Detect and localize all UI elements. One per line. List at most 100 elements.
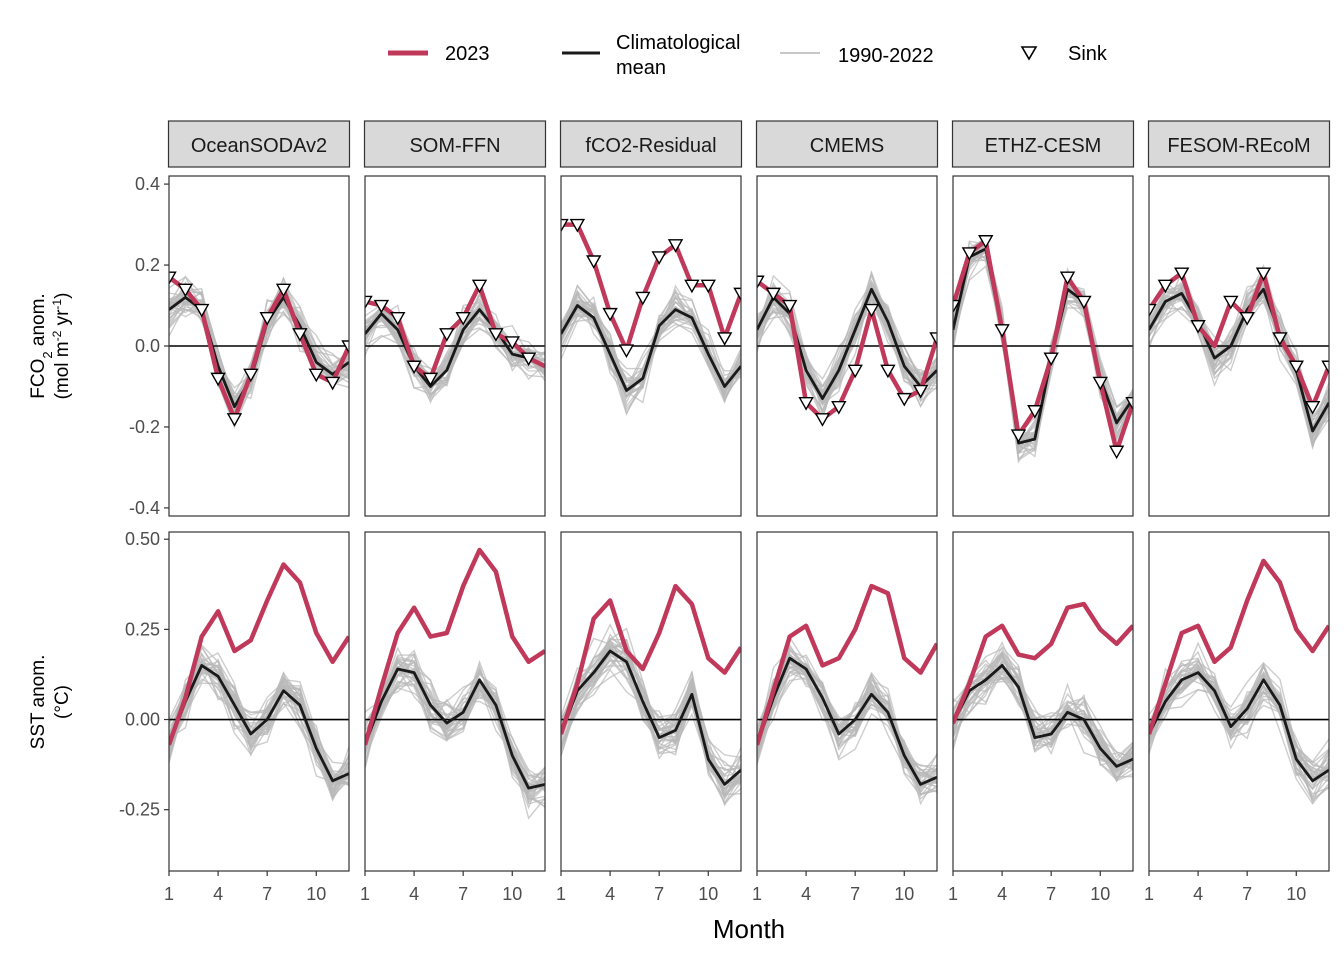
sst-panel-border (168, 531, 350, 872)
sst-panel-plot-area (169, 562, 349, 802)
climatological-mean-line (365, 308, 545, 388)
facet-strip-label: OceanSODAv2 (191, 135, 327, 157)
sink-marker (757, 275, 765, 290)
sink-marker (880, 364, 896, 379)
historical-line (1149, 641, 1329, 764)
sink-marker (1304, 401, 1321, 415)
sst-panel-background (561, 532, 741, 871)
sst-unit: (°C) (52, 685, 73, 719)
x-axis-title: Month (713, 914, 785, 944)
sink-marker (169, 271, 177, 286)
x-tick-label: 10 (1090, 884, 1110, 904)
x-tick-label: 7 (1242, 884, 1252, 904)
sst-panel-border (756, 531, 938, 872)
fco2-panel-plot-area (169, 271, 349, 429)
sst-y-tick-label: -0.25 (119, 800, 160, 820)
climatological-mean-line (169, 664, 349, 783)
panel-ethz-cesm: ETHZ-CESM 1 4 7 10 (948, 120, 1135, 904)
sink-marker (1043, 352, 1059, 367)
sst-panel-border (1148, 531, 1330, 872)
climatological-mean-line (365, 667, 545, 790)
sink-marker (520, 352, 537, 367)
sink-marker (831, 401, 847, 415)
sst-panel-plot-area (561, 583, 741, 807)
sink-marker (569, 218, 586, 233)
sink-marker (651, 251, 667, 265)
x-tick-label: 1 (752, 884, 762, 904)
x-tick-label: 4 (801, 884, 811, 904)
x-tick-label: 1 (164, 884, 174, 904)
x-tick-label: 1 (556, 884, 566, 904)
sink-marker (929, 332, 937, 346)
sink-marker (1239, 311, 1255, 326)
sst-panel-border (952, 531, 1134, 872)
fco2-panel-border (952, 175, 1134, 517)
sst-title: SST anom. (28, 655, 49, 750)
sst-panel-border (560, 531, 742, 872)
fco2-panel-border (364, 175, 546, 517)
fco2-title-pre: FCO (28, 359, 49, 399)
sink-marker (1321, 360, 1329, 375)
x-tick-label: 1 (360, 884, 370, 904)
facet-strip (167, 120, 351, 168)
sink-marker (1255, 267, 1272, 282)
sst-y-axis: 0.50 0.25 0.00 -0.25 (119, 529, 169, 820)
sink-marker (341, 340, 349, 354)
sink-marker (422, 372, 439, 387)
historical-line (953, 660, 1133, 781)
fco2-unit-mid: yr (52, 309, 73, 331)
fco2-unit-pre: (mol m (52, 341, 73, 399)
sink-marker (226, 413, 243, 427)
fco2-unit-post: ) (52, 293, 73, 299)
triangle-down-icon (1020, 46, 1038, 61)
facet-strip (559, 120, 743, 168)
legend: 2023 Climatological mean 1990-2022 Sink (388, 32, 1108, 79)
sink-marker (847, 364, 863, 379)
x-tick-label: 10 (698, 884, 718, 904)
x-tick-label: 1 (1144, 884, 1154, 904)
sst-panel-background (953, 532, 1133, 871)
panel-som-ffn: SOM-FFN 1 4 7 10 (360, 120, 547, 904)
climatological-mean-line (1149, 671, 1329, 783)
sink-marker (1010, 429, 1027, 443)
sink-marker (733, 287, 741, 302)
fco2-y-tick-label: 0.4 (135, 174, 160, 194)
fco2-panel-border (560, 175, 742, 517)
sink-marker (586, 255, 602, 269)
sink-marker (700, 279, 716, 294)
sst-panel-background (1149, 532, 1329, 871)
historical-line (561, 639, 741, 778)
sink-marker (863, 303, 880, 318)
sst-panel-background (169, 532, 349, 871)
historical-line (1149, 683, 1329, 805)
sink-marker (194, 303, 210, 318)
x-tick-label: 7 (262, 884, 272, 904)
sink-marker (1272, 332, 1288, 346)
historical-line (365, 299, 545, 392)
climatological-mean-line (757, 656, 937, 786)
legend-label-2023: 2023 (445, 43, 490, 65)
sink-marker (635, 291, 651, 306)
climatological-mean-line (1149, 287, 1329, 433)
x-tick-label: 10 (306, 884, 326, 904)
facet-strip (363, 120, 547, 168)
historical-line (1149, 674, 1329, 801)
historical-line (757, 665, 937, 785)
fco2-y-tick-label: -0.2 (129, 417, 160, 437)
x-tick-label: 1 (948, 884, 958, 904)
legend-label-climatological-mean-line1: Climatological (616, 32, 741, 54)
sst-panel-background (757, 532, 937, 871)
historical-line (365, 308, 545, 397)
sink-marker (259, 311, 275, 326)
facet-strip (755, 120, 939, 168)
historical-line (953, 678, 1133, 768)
facet-strip (951, 120, 1135, 168)
sink-marker (1288, 360, 1304, 375)
sink-marker (602, 307, 618, 322)
sink-marker (390, 311, 406, 326)
sink-marker (1076, 295, 1092, 310)
fco2-panel-plot-area (757, 270, 937, 427)
line-2023 (1149, 558, 1329, 735)
sink-marker (292, 328, 308, 342)
